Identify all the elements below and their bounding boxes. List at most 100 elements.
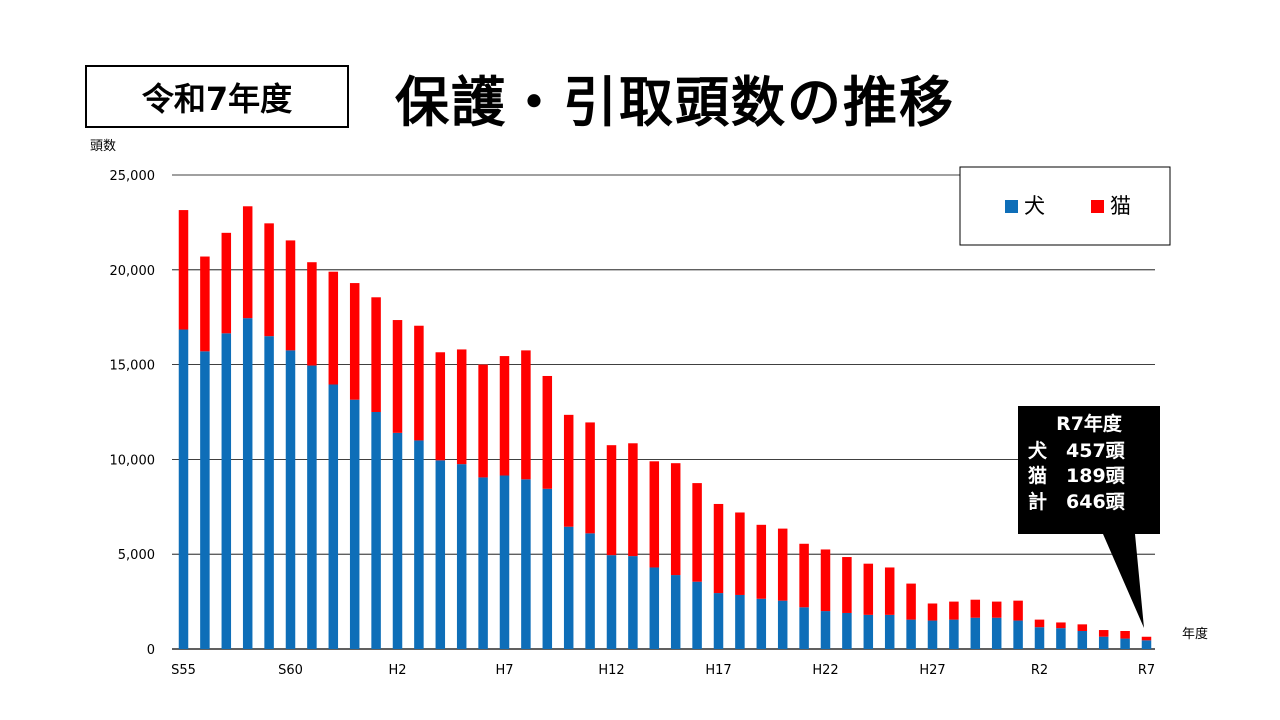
bar-dog: [456, 464, 467, 649]
bar-cat: [777, 528, 788, 601]
x-tick-label: S55: [171, 663, 196, 678]
x-tick-label: H7: [495, 663, 513, 678]
bar-dog: [414, 440, 424, 649]
callout-line-cat: 猫 189頭: [1028, 464, 1126, 487]
bar-cat: [521, 350, 531, 480]
y-tick-label: 10,000: [110, 453, 156, 468]
bar-dog: [542, 488, 553, 649]
bar-cat: [606, 445, 617, 556]
y-axis-tick-labels: 0 5,000 10,000 15,000 20,000 25,000: [110, 169, 156, 658]
y-tick-label: 5,000: [118, 548, 155, 563]
bar-cat: [1077, 624, 1088, 631]
bar-dog: [1120, 638, 1130, 649]
bar-cat: [456, 349, 467, 465]
bar-cat: [285, 240, 296, 351]
bar-cat: [563, 414, 574, 527]
bar-cat: [884, 567, 895, 615]
bar-dog: [178, 329, 189, 649]
bar-cat: [735, 512, 745, 595]
bar-dog: [863, 614, 874, 649]
callout-line-dog: 犬 457頭: [1028, 439, 1126, 462]
legend-label-cat: 猫: [1110, 194, 1131, 218]
bar-cat: [542, 375, 553, 489]
bar-dog: [200, 351, 210, 649]
y-tick-label: 0: [147, 643, 155, 658]
chart-gridlines: [172, 174, 1155, 650]
bar-dog: [371, 412, 381, 649]
bar-cat: [970, 599, 981, 618]
bar-cat: [1098, 630, 1109, 637]
bar-cat: [585, 422, 595, 534]
bar-cat: [392, 320, 403, 433]
x-axis-tick-labels: S55 S60 H2 H7 H12 H17 H22 H27 R2 R7: [171, 663, 1155, 678]
bar-cat: [991, 601, 1002, 618]
legend-swatch-dog: [1005, 200, 1018, 213]
bar-dog: [927, 620, 938, 649]
y-axis-label: 頭数: [90, 139, 116, 154]
bar-cat: [692, 483, 702, 582]
y-tick-label: 25,000: [110, 169, 156, 184]
x-tick-label: H27: [919, 663, 945, 678]
bar-dog: [1077, 630, 1088, 649]
bar-dog: [842, 612, 852, 649]
bar-dog: [478, 477, 488, 649]
bar-cat: [349, 283, 360, 400]
bar-dog: [713, 593, 724, 649]
bar-cat: [242, 206, 253, 319]
bar-dog: [392, 432, 403, 649]
legend: 犬 猫: [959, 166, 1171, 246]
bar-cat: [1013, 600, 1023, 621]
x-tick-label: H17: [705, 663, 731, 678]
bar-cat: [200, 256, 210, 352]
bar-cat: [499, 356, 510, 476]
bar-dog: [735, 594, 745, 649]
x-axis-label: 年度: [1182, 626, 1208, 642]
bar-cat: [949, 601, 959, 620]
bar-cat: [264, 223, 274, 337]
bar-dog: [1034, 627, 1045, 649]
bar-dog: [649, 567, 660, 649]
bar-dog: [970, 617, 981, 649]
bar-dog: [563, 526, 574, 649]
bar-dog: [692, 581, 702, 649]
bar-cat: [927, 603, 938, 621]
bar-dog: [328, 384, 339, 649]
bar-cat: [670, 463, 681, 576]
bar-dog: [884, 614, 895, 649]
bar-dog: [585, 533, 595, 649]
page-title: 保護・引取頭数の推移: [395, 71, 955, 134]
x-tick-label: R7: [1138, 663, 1155, 678]
bar-dog: [991, 617, 1002, 649]
chart-bars: [178, 206, 1152, 649]
bar-cat: [713, 503, 724, 594]
bar-cat: [307, 262, 317, 366]
bar-dog: [1098, 636, 1109, 649]
bar-dog: [349, 399, 360, 649]
bar-dog: [435, 460, 446, 649]
bar-dog: [1141, 640, 1152, 649]
bar-cat: [820, 549, 831, 612]
bar-dog: [221, 333, 232, 649]
bar-cat: [842, 557, 852, 613]
bar-dog: [906, 619, 916, 649]
x-tick-label: S60: [278, 663, 303, 678]
bar-cat: [221, 232, 232, 334]
bar-dog: [285, 350, 296, 649]
bar-cat: [435, 352, 446, 461]
bar-dog: [242, 318, 253, 649]
callout-title: R7年度: [1056, 412, 1123, 435]
fiscal-year-badge: 令和7年度: [85, 65, 349, 128]
r7-callout: R7年度 犬 457頭 猫 189頭 計 646頭: [1018, 406, 1160, 628]
bar-dog: [628, 556, 638, 649]
bar-cat: [628, 443, 638, 557]
bar-dog: [670, 575, 681, 649]
bar-cat: [1034, 619, 1045, 628]
bar-dog: [777, 600, 788, 649]
legend-swatch-cat: [1091, 200, 1104, 213]
bar-cat: [1141, 636, 1152, 641]
callout-line-total: 計 646頭: [1028, 490, 1126, 513]
bar-cat: [414, 325, 424, 441]
x-tick-label: H22: [812, 663, 838, 678]
bar-dog: [499, 475, 510, 649]
